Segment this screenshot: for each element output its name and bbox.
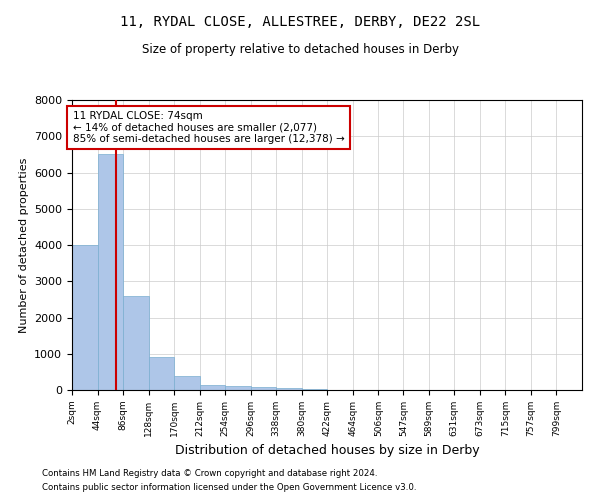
Bar [174, 376, 200, 390]
Text: Size of property relative to detached houses in Derby: Size of property relative to detached ho… [142, 42, 458, 56]
Bar [72, 245, 98, 390]
Bar [123, 296, 149, 390]
Bar [149, 358, 174, 390]
Text: Contains HM Land Registry data © Crown copyright and database right 2024.: Contains HM Land Registry data © Crown c… [42, 468, 377, 477]
Bar [98, 154, 123, 390]
X-axis label: Distribution of detached houses by size in Derby: Distribution of detached houses by size … [175, 444, 479, 458]
Text: Contains public sector information licensed under the Open Government Licence v3: Contains public sector information licen… [42, 484, 416, 492]
Text: 11 RYDAL CLOSE: 74sqm
← 14% of detached houses are smaller (2,077)
85% of semi-d: 11 RYDAL CLOSE: 74sqm ← 14% of detached … [73, 111, 344, 144]
Text: 11, RYDAL CLOSE, ALLESTREE, DERBY, DE22 2SL: 11, RYDAL CLOSE, ALLESTREE, DERBY, DE22 … [120, 15, 480, 29]
Y-axis label: Number of detached properties: Number of detached properties [19, 158, 29, 332]
Bar [200, 384, 225, 390]
Bar [276, 388, 302, 390]
Bar [225, 386, 251, 390]
Bar [251, 387, 276, 390]
